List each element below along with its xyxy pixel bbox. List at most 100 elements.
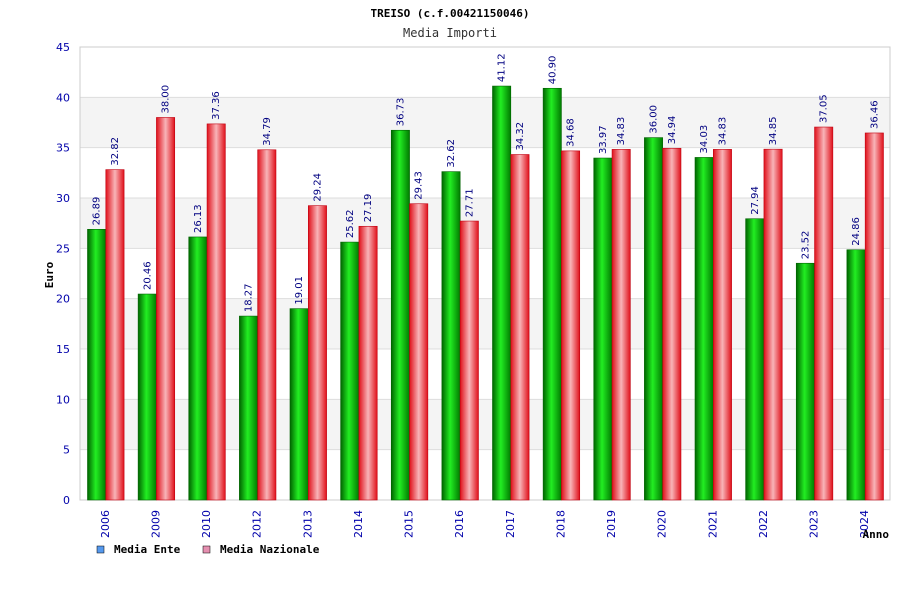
bar-media-ente [340, 241, 360, 501]
data-label: 34.03 [699, 125, 710, 154]
y-tick-label: 0 [63, 494, 70, 507]
bar-media-nazionale [662, 147, 682, 501]
bar-media-nazionale [307, 205, 327, 501]
bar-media-ente [492, 85, 512, 501]
x-tick-label: 2017 [504, 510, 517, 538]
bar-media-nazionale [611, 149, 631, 501]
data-label: 40.90 [547, 56, 558, 85]
bar-media-nazionale [206, 123, 226, 501]
data-label: 36.00 [649, 105, 660, 134]
data-label: 25.62 [345, 209, 356, 238]
bar-media-ente [188, 236, 208, 501]
data-label: 34.85 [768, 117, 779, 146]
data-label: 27.71 [464, 188, 475, 217]
bar-media-nazionale [459, 220, 479, 501]
y-tick-label: 35 [56, 142, 70, 155]
data-label: 34.32 [515, 122, 526, 151]
bar-media-ente [694, 157, 714, 501]
x-tick-label: 2012 [251, 510, 264, 538]
x-tick-label: 2021 [706, 510, 719, 538]
y-tick-label: 15 [56, 343, 70, 356]
legend-swatch-media-nazionale [202, 545, 211, 554]
bar-media-nazionale [814, 126, 834, 501]
x-tick-label: 2010 [200, 510, 213, 538]
bar-media-ente [87, 229, 107, 501]
y-tick-label: 10 [56, 393, 70, 406]
data-label: 34.83 [616, 117, 627, 146]
data-label: 26.89 [92, 197, 103, 226]
data-label: 37.36 [211, 91, 222, 120]
data-label: 24.86 [851, 217, 862, 246]
chart-title: TREISO (c.f.00421150046) [371, 7, 530, 20]
bar-media-ente [745, 218, 765, 501]
bars [87, 85, 884, 501]
data-label: 36.46 [869, 100, 880, 129]
data-label: 27.94 [750, 186, 761, 215]
bar-media-ente [441, 171, 461, 501]
data-label: 29.43 [414, 171, 425, 200]
data-label: 20.46 [142, 261, 153, 290]
y-tick-label: 40 [56, 91, 70, 104]
bar-media-nazionale [105, 169, 125, 501]
y-axis-label: Euro [43, 261, 56, 288]
legend-label-media-nazionale: Media Nazionale [220, 543, 320, 556]
bar-media-nazionale [358, 225, 378, 501]
bar-media-nazionale [712, 149, 732, 501]
x-axis: 2006 2009 2010 2012 2013 2014 2015 2016 2017 2018… [99, 510, 871, 538]
x-tick-label: 2018 [554, 510, 567, 538]
chart-subtitle: Media Importi [403, 26, 497, 40]
data-labels: 26.89 32.82 20.46 38.00 26.13 37.36 18.27 34.79… [92, 53, 881, 312]
x-tick-label: 2024 [858, 510, 871, 538]
data-label: 23.52 [800, 231, 811, 260]
bar-media-ente [239, 315, 258, 501]
x-tick-label: 2016 [453, 510, 466, 538]
y-axis: 0 5 10 15 20 25 30 35 40 45 [56, 41, 70, 507]
bar-media-ente [289, 308, 309, 501]
bar-media-nazionale [561, 150, 581, 501]
x-tick-label: 2020 [656, 510, 669, 538]
data-label: 19.01 [294, 276, 305, 305]
plot-area [79, 46, 891, 501]
bar-media-ente [846, 249, 866, 501]
x-tick-label: 2009 [149, 510, 162, 538]
data-label: 34.94 [667, 116, 678, 145]
legend: Media Ente Media Nazionale [96, 543, 320, 556]
bar-media-ente [137, 293, 157, 501]
data-label: 18.27 [244, 283, 255, 312]
data-label: 32.82 [110, 137, 121, 166]
x-tick-label: 2015 [403, 510, 416, 538]
x-axis-label: Anno [863, 528, 890, 541]
bar-media-nazionale [257, 149, 277, 501]
data-label: 34.83 [717, 117, 728, 146]
legend-item-media-nazionale: Media Nazionale [202, 543, 320, 556]
bar-media-ente [795, 262, 815, 501]
bar-media-ente [542, 87, 562, 501]
data-label: 41.12 [497, 53, 508, 82]
data-label: 34.68 [566, 118, 577, 147]
data-label: 26.13 [193, 204, 204, 233]
bar-media-nazionale [864, 132, 884, 501]
data-label: 36.73 [395, 98, 406, 127]
bar-media-nazionale [156, 117, 176, 501]
legend-item-media-ente: Media Ente [96, 543, 181, 556]
data-label: 32.62 [446, 139, 457, 168]
x-tick-label: 2023 [808, 510, 821, 538]
legend-label-media-ente: Media Ente [114, 543, 181, 556]
y-tick-label: 20 [56, 293, 70, 306]
y-tick-label: 45 [56, 41, 70, 54]
bar-media-ente [390, 129, 410, 501]
data-label: 38.00 [161, 85, 172, 114]
x-tick-label: 2013 [301, 510, 314, 538]
data-label: 27.19 [363, 194, 374, 223]
data-label: 37.05 [819, 94, 830, 123]
data-label: 34.79 [262, 117, 273, 146]
x-tick-label: 2014 [352, 510, 365, 538]
legend-swatch-media-ente [96, 545, 105, 554]
bar-media-nazionale [409, 203, 429, 501]
data-label: 29.24 [312, 173, 323, 202]
bar-media-nazionale [510, 154, 530, 501]
x-tick-label: 2022 [757, 510, 770, 538]
bar-media-nazionale [763, 148, 783, 501]
data-label: 33.97 [598, 125, 609, 154]
